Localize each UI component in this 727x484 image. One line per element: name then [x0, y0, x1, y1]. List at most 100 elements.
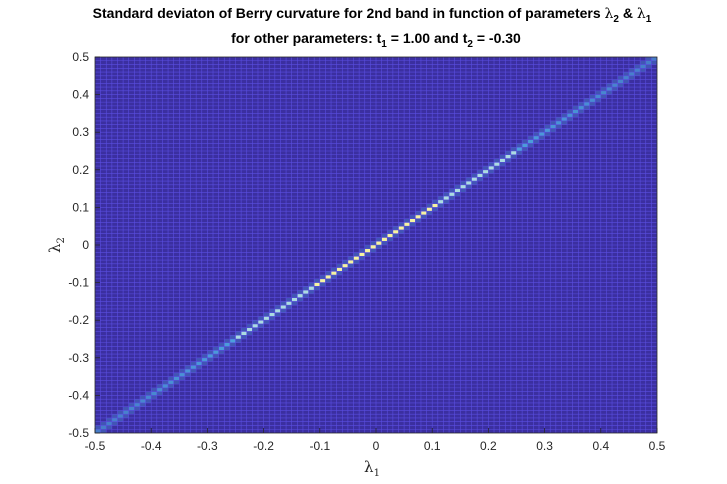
- ridge-edge-cell: [286, 297, 292, 302]
- ridge-cell: [398, 226, 405, 230]
- y-tick-label: 0.4: [72, 88, 89, 102]
- ridge-edge-cell: [325, 278, 332, 283]
- ridge-edge-cell: [89, 429, 95, 433]
- ridge-edge-cell: [241, 327, 247, 332]
- ridge-edge-cell: [392, 233, 399, 238]
- ridge-cell: [336, 267, 343, 272]
- ridge-edge-cell: [595, 90, 601, 95]
- ridge-cell: [544, 128, 551, 133]
- ridge-edge-cell: [134, 399, 140, 403]
- ridge-edge-cell: [201, 354, 208, 358]
- ridge-edge-cell: [426, 203, 433, 208]
- ridge-edge-cell: [409, 214, 416, 219]
- ridge-cell: [634, 68, 641, 73]
- ridge-cell: [640, 64, 646, 69]
- ridge-edge-cell: [561, 113, 568, 118]
- ridge-edge-cell: [224, 346, 230, 351]
- ridge-edge-cell: [651, 60, 657, 65]
- ridge-edge-cell: [252, 327, 258, 332]
- ridge-edge-cell: [555, 124, 562, 129]
- y-tick-label: -0.5: [68, 426, 89, 440]
- ridge-cell: [168, 380, 174, 385]
- ridge-edge-cell: [364, 245, 371, 249]
- heatmap-cell-grid: [95, 57, 657, 433]
- ridge-edge-cell: [168, 384, 174, 388]
- ridge-edge-cell: [314, 286, 320, 291]
- ridge-edge-cell: [617, 75, 624, 80]
- chart-title-line2: for other parameters: t1 = 1.00 and t2 =…: [231, 30, 521, 50]
- ridge-edge-cell: [370, 248, 376, 253]
- ridge-edge-cell: [201, 361, 208, 366]
- ridge-cell: [572, 109, 579, 114]
- ridge-edge-cell: [364, 252, 371, 257]
- ridge-cell: [291, 297, 298, 302]
- ridge-cell: [651, 57, 657, 61]
- ridge-edge-cell: [134, 406, 140, 411]
- ridge-edge-cell: [274, 312, 281, 317]
- ridge-cell: [128, 406, 135, 411]
- ridge-cell: [314, 282, 320, 287]
- ridge-edge-cell: [494, 158, 500, 163]
- ridge-edge-cell: [342, 267, 348, 272]
- ridge-edge-cell: [471, 181, 478, 185]
- ridge-edge-cell: [128, 402, 135, 407]
- chart-title-line1: Standard deviaton of Berry curvature for…: [93, 5, 652, 25]
- ridge-cell: [111, 417, 118, 422]
- ridge-cell: [465, 181, 472, 185]
- ridge-cell: [184, 369, 191, 373]
- ridge-cell: [533, 135, 539, 140]
- ridge-edge-cell: [218, 342, 225, 347]
- ridge-edge-cell: [184, 365, 191, 370]
- ridge-edge-cell: [331, 267, 337, 272]
- ridge-cell: [252, 323, 258, 328]
- ridge-cell: [538, 132, 545, 136]
- ridge-edge-cell: [443, 199, 450, 204]
- ridge-cell: [359, 252, 365, 257]
- y-tick-label: -0.2: [68, 313, 89, 327]
- ridge-cell: [353, 256, 360, 261]
- y-tick-label: 0.3: [72, 125, 89, 139]
- ridge-edge-cell: [139, 395, 146, 400]
- ridge-cell: [443, 196, 450, 200]
- ridge-cell: [100, 425, 107, 430]
- ridge-cell: [95, 429, 101, 433]
- ridge-cell: [527, 139, 534, 144]
- ridge-cell: [257, 320, 264, 324]
- x-axis-ticks: -0.5 -0.4 -0.3 -0.2 -0.1 0 0.1 0.2 0.3 0.4 0.5: [85, 428, 666, 453]
- ridge-edge-cell: [156, 384, 163, 388]
- ridge-edge-cell: [392, 226, 399, 230]
- ridge-cell: [235, 335, 242, 339]
- x-tick-label: -0.1: [309, 439, 330, 453]
- ridge-edge-cell: [415, 211, 421, 215]
- ridge-cell: [567, 113, 573, 118]
- ridge-edge-cell: [398, 222, 405, 227]
- ridge-edge-cell: [123, 414, 129, 418]
- ridge-edge-cell: [151, 395, 157, 400]
- ridge-edge-cell: [319, 275, 326, 279]
- ridge-edge-cell: [477, 177, 483, 182]
- ridge-edge-cell: [184, 372, 191, 377]
- ridge-edge-cell: [471, 173, 478, 178]
- ridge-edge-cell: [111, 414, 118, 418]
- ridge-cell: [173, 376, 180, 381]
- ridge-cell: [583, 102, 590, 106]
- ridge-cell: [494, 162, 500, 167]
- x-tick-label: 0.4: [592, 439, 609, 453]
- ridge-edge-cell: [196, 365, 202, 370]
- ridge-cell: [460, 184, 466, 189]
- y-axis-ticks: -0.5 -0.4 -0.3 -0.2 -0.1 0 0.1 0.2 0.3 0.4 0.5: [68, 50, 100, 440]
- ridge-edge-cell: [353, 260, 360, 264]
- ridge-edge-cell: [488, 169, 495, 174]
- ridge-edge-cell: [196, 357, 202, 362]
- ridge-edge-cell: [404, 218, 410, 223]
- ridge-edge-cell: [381, 233, 388, 238]
- ridge-edge-cell: [578, 102, 584, 106]
- ridge-edge-cell: [308, 290, 315, 294]
- ridge-edge-cell: [229, 342, 236, 347]
- ridge-edge-cell: [207, 350, 214, 355]
- ridge-edge-cell: [634, 72, 641, 76]
- ridge-edge-cell: [567, 117, 573, 121]
- ridge-cell: [156, 387, 163, 392]
- ridge-edge-cell: [437, 203, 444, 208]
- y-tick-label: -0.4: [68, 388, 89, 402]
